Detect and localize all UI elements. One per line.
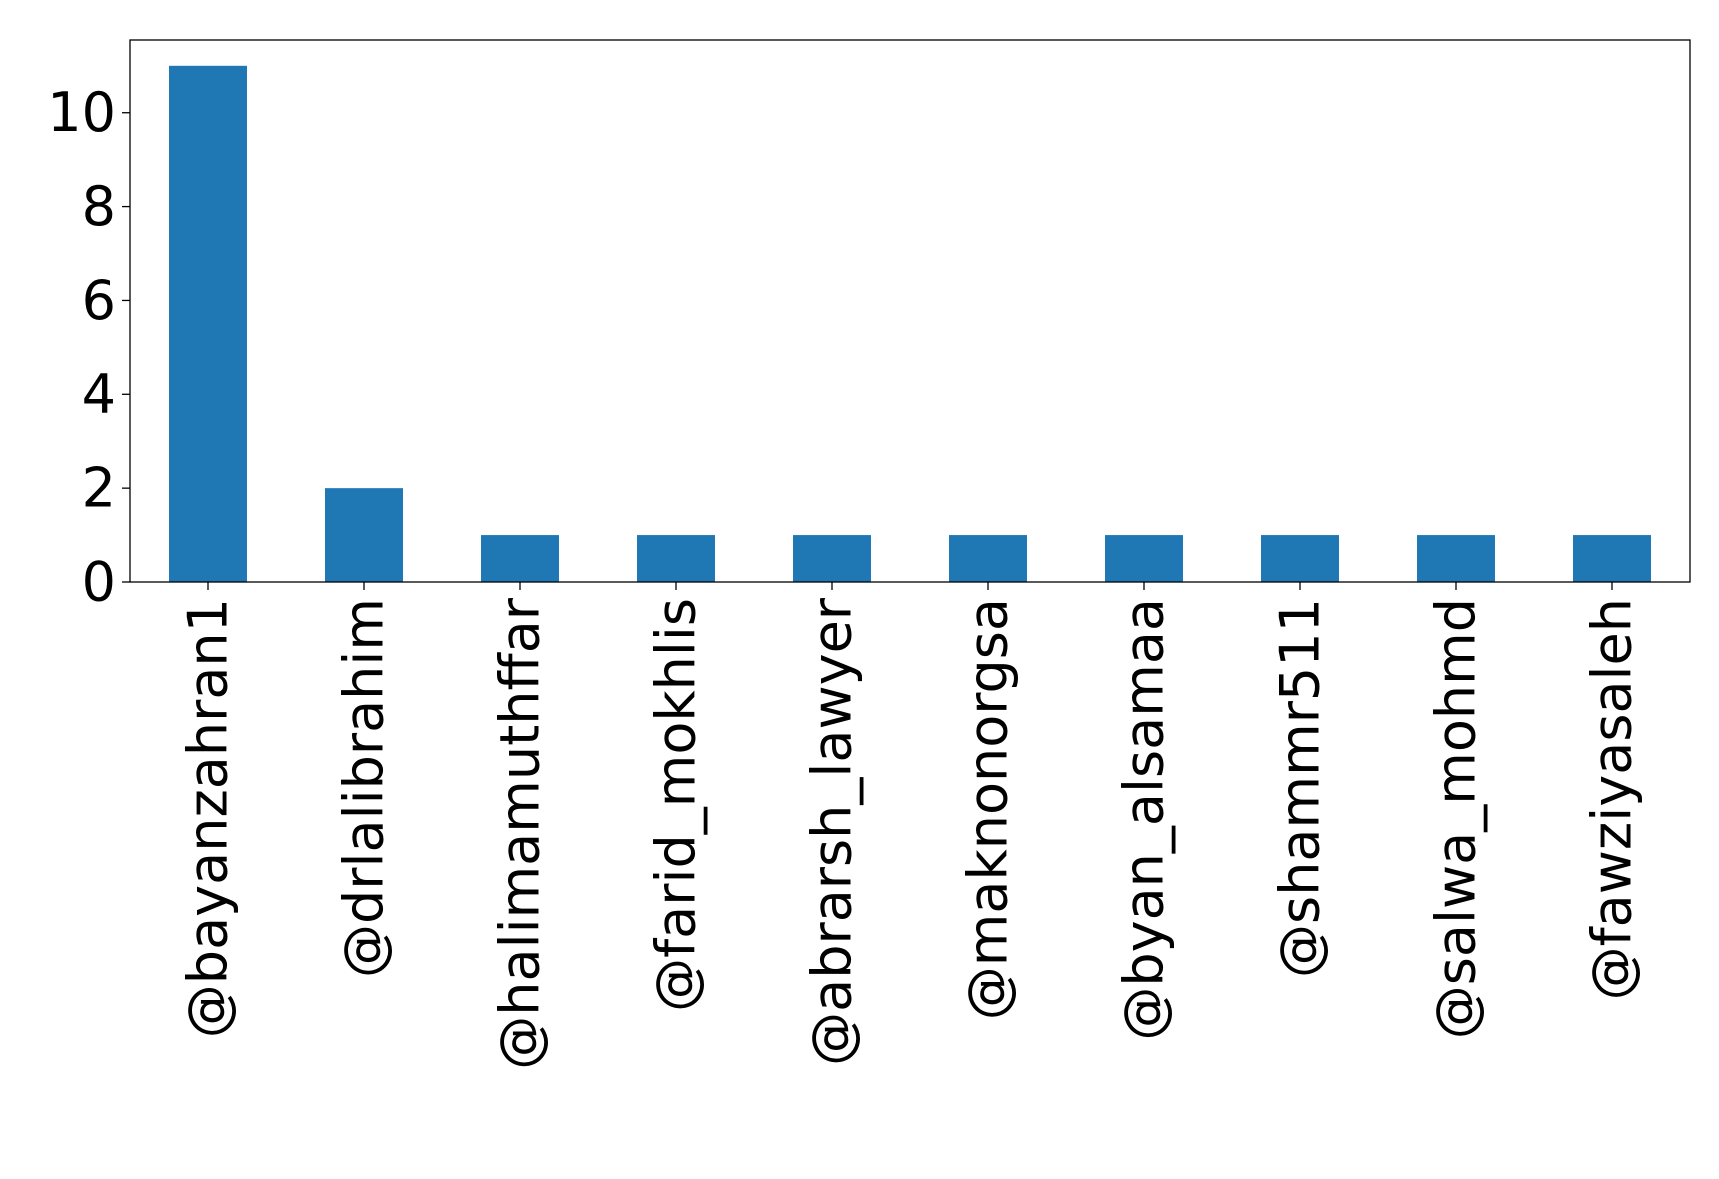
x-tick-label: @bayanzahran1: [177, 598, 240, 1038]
x-tick-label: @abrarsh_lawyer: [801, 597, 864, 1066]
x-tick-label: @fawziyasaleh: [1581, 598, 1644, 1000]
x-tick-label: @shammr511: [1269, 598, 1332, 978]
y-tick-label: 6: [82, 269, 116, 332]
x-axis: @bayanzahran1 @drlalibrahim @halimamuthffa…: [177, 582, 1644, 1070]
y-tick-label: 2: [82, 457, 116, 520]
x-tick-label: @byan_alsamaa: [1113, 598, 1176, 1041]
x-tick-label: @drlalibrahim: [333, 598, 396, 978]
y-tick-label: 8: [82, 175, 116, 238]
x-tick-label: @maknonorgsa: [957, 598, 1020, 1020]
bar-drlalibrahim: [325, 488, 403, 582]
x-tick-label: @farid_mokhlis: [645, 598, 708, 1012]
bar-halimamuthffar: [481, 535, 559, 582]
x-tick-label: @halimamuthffar: [489, 597, 552, 1070]
bar-farid_mokhlis: [637, 535, 715, 582]
x-tick-label: @salwa_mohmd: [1425, 598, 1488, 1039]
bars-layer: [169, 65, 1651, 582]
y-axis: 0 2 4 6 8 10: [47, 81, 130, 614]
bar-fawziyasaleh: [1573, 535, 1651, 582]
bar-abrarsh_lawyer: [793, 535, 871, 582]
bar-byan_alsamaa: [1105, 535, 1183, 582]
y-tick-label: 0: [82, 551, 116, 614]
y-tick-label: 10: [47, 81, 116, 144]
bar-shammr511: [1261, 535, 1339, 582]
plot-frame: [129, 39, 1691, 583]
bar-maknonorgsa: [949, 535, 1027, 582]
y-tick-label: 4: [82, 363, 116, 426]
bar-salwa_mohmd: [1417, 535, 1495, 582]
bar-bayanzahran1: [169, 65, 247, 582]
